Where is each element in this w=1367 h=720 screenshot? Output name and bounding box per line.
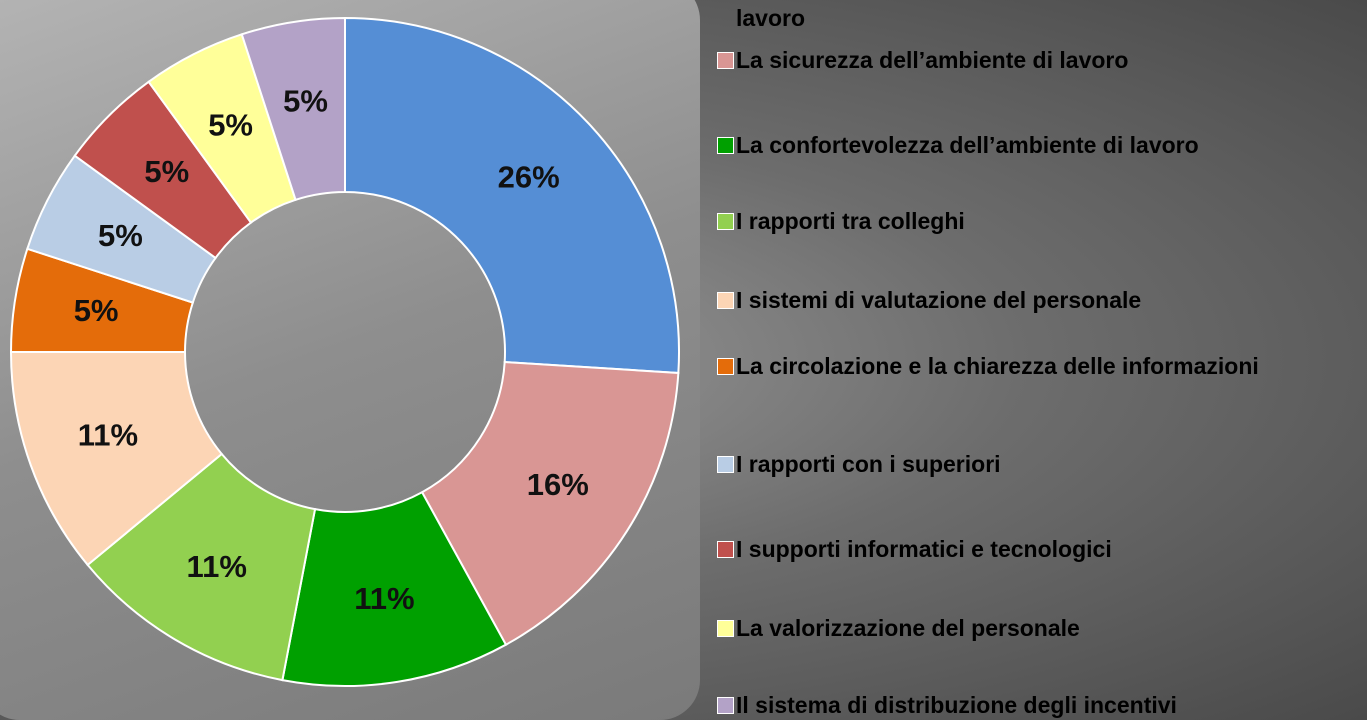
data-label: 5% [283, 83, 328, 118]
data-label: 5% [144, 154, 189, 189]
legend-swatch [717, 213, 734, 230]
data-label: 26% [498, 160, 560, 195]
legend-swatch [717, 541, 734, 558]
legend-label: I rapporti tra colleghi [736, 208, 965, 234]
data-label: 5% [208, 108, 253, 143]
legend-label: I sistemi di valutazione del personale [736, 287, 1141, 313]
legend-label: La confortevolezza dell’ambiente di lavo… [736, 132, 1296, 158]
data-label: 5% [74, 293, 119, 328]
data-label: 11% [354, 581, 414, 616]
legend-label: La sicurezza dell’ambiente di lavoro [736, 47, 1128, 73]
legend-swatch [717, 137, 734, 154]
legend-label: lavoro [736, 5, 805, 31]
legend-label: I rapporti con i superiori [736, 451, 1001, 477]
legend-label: La circolazione e la chiarezza delle inf… [736, 353, 1296, 379]
donut-chart: 26%16%11%11%11%5%5%5%5%5% [0, 0, 700, 720]
legend-swatch [717, 697, 734, 714]
legend-swatch [717, 292, 734, 309]
legend-swatch [717, 456, 734, 473]
data-label: 16% [527, 467, 589, 502]
legend-swatch [717, 358, 734, 375]
slide: 26%16%11%11%11%5%5%5%5%5% lavoroLa sicur… [0, 0, 1367, 720]
legend-label: I supporti informatici e tecnologici [736, 536, 1112, 562]
data-label: 11% [187, 549, 247, 584]
legend-swatch [717, 52, 734, 69]
data-label: 11% [78, 418, 138, 453]
legend-label: Il sistema di distribuzione degli incent… [736, 692, 1177, 718]
legend-label: La valorizzazione del personale [736, 615, 1080, 641]
legend-swatch [717, 620, 734, 637]
data-label: 5% [98, 218, 143, 253]
donut-segment [345, 18, 679, 373]
